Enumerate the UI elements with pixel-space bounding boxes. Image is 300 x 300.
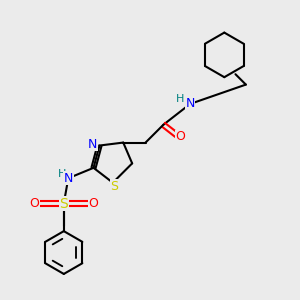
Text: O: O <box>29 197 39 210</box>
Text: N: N <box>88 138 98 151</box>
Text: O: O <box>88 197 98 210</box>
Text: H: H <box>176 94 184 104</box>
Text: N: N <box>64 172 73 185</box>
Text: S: S <box>110 180 118 193</box>
Text: O: O <box>176 130 185 143</box>
Text: N: N <box>185 98 195 110</box>
Text: H: H <box>58 169 66 179</box>
Text: S: S <box>59 196 68 211</box>
